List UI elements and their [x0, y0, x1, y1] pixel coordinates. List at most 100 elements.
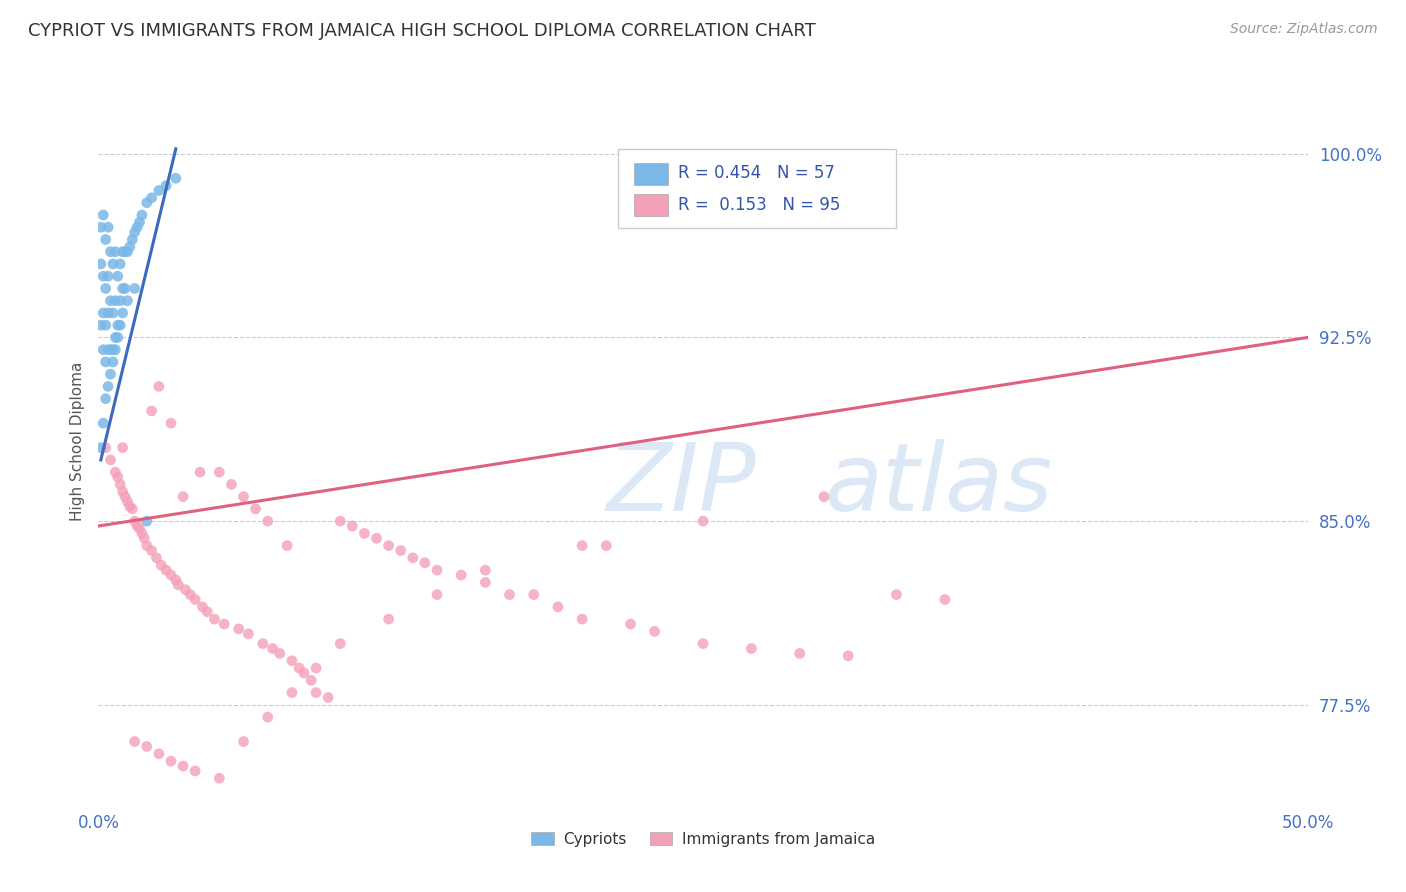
Point	[256, 514, 278, 528]
Point	[208, 465, 231, 479]
Point	[389, 543, 412, 558]
Point	[107, 318, 129, 333]
Point	[934, 592, 956, 607]
Point	[195, 605, 218, 619]
Text: R =  0.153   N = 95: R = 0.153 N = 95	[678, 195, 839, 213]
Point	[221, 477, 243, 491]
Point	[131, 208, 153, 222]
Point	[104, 465, 127, 479]
Point	[426, 588, 449, 602]
Point	[191, 599, 214, 614]
Point	[97, 379, 120, 393]
Point	[276, 539, 298, 553]
Point	[100, 343, 122, 357]
Point	[100, 367, 122, 381]
Point	[329, 514, 352, 528]
Point	[523, 588, 546, 602]
Point	[299, 673, 322, 688]
Point	[571, 539, 593, 553]
Point	[172, 759, 194, 773]
Point	[141, 404, 163, 418]
Point	[104, 293, 127, 308]
Point	[238, 627, 260, 641]
Point	[135, 514, 157, 528]
Point	[104, 343, 127, 357]
Point	[97, 220, 120, 235]
Point	[179, 588, 201, 602]
Point	[100, 293, 122, 308]
Point	[426, 563, 449, 577]
Point	[228, 622, 250, 636]
Point	[595, 539, 617, 553]
Point	[837, 648, 859, 663]
Text: CYPRIOT VS IMMIGRANTS FROM JAMAICA HIGH SCHOOL DIPLOMA CORRELATION CHART: CYPRIOT VS IMMIGRANTS FROM JAMAICA HIGH …	[28, 22, 815, 40]
Point	[232, 734, 254, 748]
Point	[100, 453, 122, 467]
Point	[145, 550, 167, 565]
Point	[101, 306, 124, 320]
Point	[167, 578, 190, 592]
Point	[128, 215, 150, 229]
Point	[141, 543, 163, 558]
Point	[160, 754, 183, 768]
Point	[377, 539, 399, 553]
Point	[114, 244, 136, 259]
Point	[288, 661, 311, 675]
Point	[256, 710, 278, 724]
Point	[121, 232, 143, 246]
Text: ZIP: ZIP	[606, 440, 756, 531]
Legend: Cypriots, Immigrants from Jamaica: Cypriots, Immigrants from Jamaica	[524, 826, 882, 853]
Point	[94, 318, 117, 333]
Point	[208, 772, 231, 786]
Point	[91, 343, 114, 357]
Point	[91, 208, 114, 222]
Point	[97, 343, 120, 357]
Point	[117, 244, 139, 259]
Point	[104, 330, 127, 344]
Point	[305, 685, 328, 699]
Y-axis label: High School Diploma: High School Diploma	[69, 362, 84, 521]
Point	[204, 612, 226, 626]
Point	[108, 477, 131, 491]
Point	[111, 306, 134, 320]
Point	[117, 494, 139, 508]
Point	[184, 592, 207, 607]
Point	[342, 519, 364, 533]
Point	[108, 293, 131, 308]
Point	[547, 599, 569, 614]
Point	[91, 269, 114, 284]
Point	[188, 465, 211, 479]
Point	[131, 526, 153, 541]
Point	[813, 490, 835, 504]
Point	[135, 539, 157, 553]
Text: atlas: atlas	[824, 440, 1052, 531]
Point	[450, 568, 472, 582]
Point	[644, 624, 666, 639]
FancyBboxPatch shape	[634, 194, 668, 216]
Point	[281, 654, 304, 668]
Point	[118, 240, 141, 254]
Point	[101, 355, 124, 369]
Point	[377, 612, 399, 626]
Point	[245, 502, 267, 516]
Point	[90, 257, 112, 271]
Point	[148, 379, 170, 393]
Point	[124, 225, 146, 239]
Point	[100, 244, 122, 259]
Point	[165, 573, 187, 587]
Point	[111, 441, 134, 455]
Point	[316, 690, 339, 705]
Point	[135, 739, 157, 754]
Point	[148, 184, 170, 198]
Point	[150, 558, 173, 573]
Point	[104, 244, 127, 259]
Point	[127, 519, 149, 533]
FancyBboxPatch shape	[634, 163, 668, 185]
Point	[127, 220, 149, 235]
Point	[305, 661, 328, 675]
Point	[160, 416, 183, 430]
Point	[90, 220, 112, 235]
Point	[366, 531, 388, 545]
Point	[232, 490, 254, 504]
Point	[692, 514, 714, 528]
